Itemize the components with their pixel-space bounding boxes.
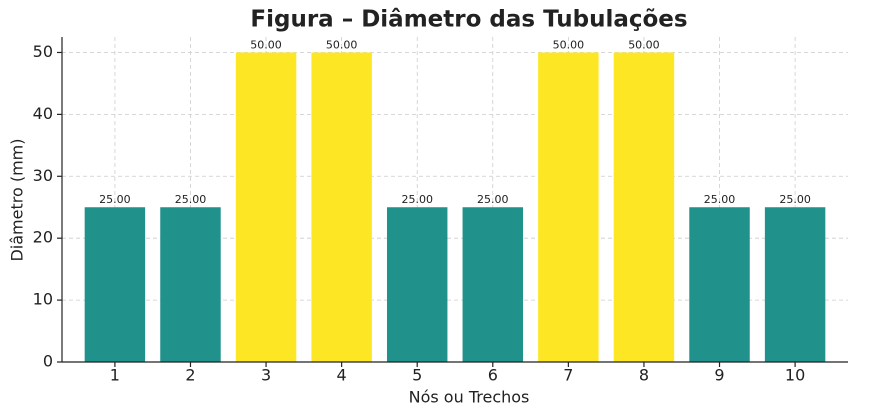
- x-tick-label: 3: [261, 366, 271, 385]
- bar: [235, 52, 297, 362]
- value-label: 25.00: [175, 193, 207, 206]
- value-label: 25.00: [401, 193, 433, 206]
- y-tick-label: 10: [33, 290, 53, 309]
- value-label: 50.00: [250, 38, 282, 51]
- x-axis-label: Nós ou Trechos: [409, 388, 530, 407]
- x-tick-label: 8: [639, 366, 649, 385]
- x-tick-label: 2: [185, 366, 195, 385]
- bar: [538, 52, 599, 362]
- x-tick-label: 9: [714, 366, 724, 385]
- bar: [386, 207, 448, 362]
- y-tick-label: 40: [33, 104, 53, 123]
- value-label: 25.00: [477, 193, 509, 206]
- bar: [689, 207, 750, 362]
- x-tick-label: 4: [337, 366, 347, 385]
- y-axis-label: Diâmetro (mm): [8, 138, 27, 261]
- value-label: 50.00: [326, 38, 358, 51]
- bar: [613, 52, 675, 362]
- y-tick-label: 50: [33, 42, 53, 61]
- y-tick-label: 20: [33, 228, 53, 247]
- value-label: 25.00: [779, 193, 811, 206]
- value-label: 50.00: [628, 38, 660, 51]
- y-tick-label: 30: [33, 166, 53, 185]
- x-tick-label: 1: [110, 366, 120, 385]
- x-tick-label: 10: [785, 366, 805, 385]
- value-label: 50.00: [553, 38, 585, 51]
- value-label: 25.00: [704, 193, 736, 206]
- bar: [311, 52, 372, 362]
- y-tick-label: 0: [43, 352, 53, 371]
- bar: [84, 207, 146, 362]
- value-label: 25.00: [99, 193, 131, 206]
- x-tick-label: 7: [563, 366, 573, 385]
- x-tick-label: 5: [412, 366, 422, 385]
- bar: [160, 207, 221, 362]
- bar: [462, 207, 524, 362]
- x-tick-label: 6: [488, 366, 498, 385]
- bar: [764, 207, 826, 362]
- chart-title: Figura – Diâmetro das Tubulações: [250, 7, 687, 33]
